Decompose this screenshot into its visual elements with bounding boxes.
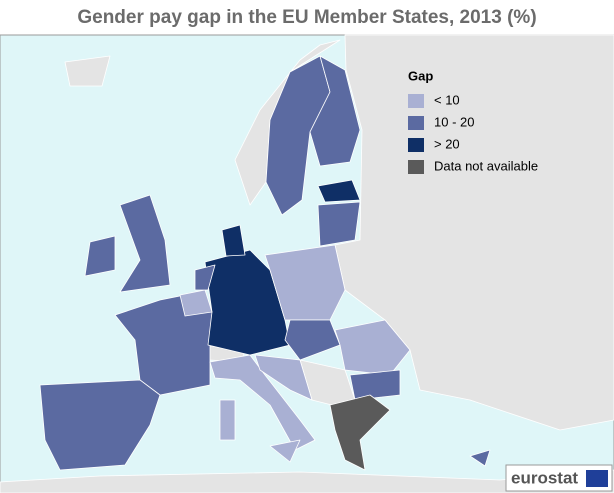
legend-label: Data not available xyxy=(434,158,538,173)
title: Gender pay gap in the EU Member States, … xyxy=(77,7,536,28)
region xyxy=(329,394,391,471)
region xyxy=(221,224,246,257)
region xyxy=(269,439,301,463)
logo-text: eurostat xyxy=(511,468,578,487)
region xyxy=(349,369,401,401)
legend-swatch xyxy=(408,138,424,152)
region xyxy=(119,194,171,293)
region xyxy=(114,294,213,396)
region xyxy=(309,55,361,167)
region xyxy=(254,354,313,401)
region xyxy=(209,354,316,451)
region xyxy=(84,235,116,277)
legend-title: Gap xyxy=(408,68,433,83)
legend-swatch xyxy=(408,94,424,108)
region xyxy=(194,264,216,291)
region xyxy=(469,449,491,467)
legend-swatch xyxy=(408,116,424,130)
legend-label: 10 - 20 xyxy=(434,114,474,129)
logo-flag xyxy=(586,470,608,487)
legend-label: < 10 xyxy=(434,92,460,107)
legend-swatch xyxy=(408,160,424,174)
region xyxy=(219,399,236,441)
region xyxy=(39,379,161,471)
non-eu-land xyxy=(0,469,614,493)
region xyxy=(284,319,341,361)
legend: Gap < 10 10 - 20 > 20 Data not available xyxy=(408,68,538,174)
map xyxy=(0,34,614,493)
logo: eurostat xyxy=(505,464,613,492)
region xyxy=(317,201,361,247)
region xyxy=(317,179,361,203)
legend-label: > 20 xyxy=(434,136,460,151)
non-eu-land xyxy=(64,55,111,87)
region xyxy=(179,289,213,317)
